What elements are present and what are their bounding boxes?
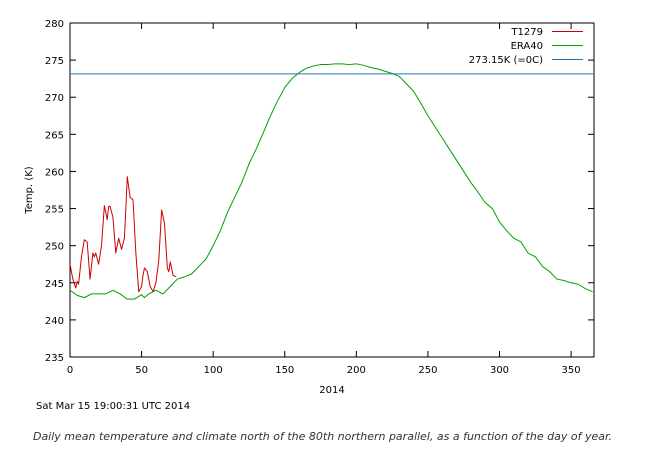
y-tick-label: 265 <box>45 130 64 141</box>
figure-caption: Daily mean temperature and climate north… <box>32 430 613 443</box>
y-axis-ticks: 235 240 245 250 255 260 265 270 275 280 <box>45 19 594 364</box>
y-tick-label: 240 <box>45 316 64 327</box>
x-tick-label: 350 <box>562 365 581 376</box>
x-tick-label: 50 <box>135 365 148 376</box>
series-line-era40 <box>69 63 593 300</box>
x-tick-label: 200 <box>347 365 366 376</box>
y-tick-label: 235 <box>45 353 64 364</box>
series-line-t1279 <box>69 176 177 293</box>
y-tick-label: 245 <box>45 279 64 290</box>
legend-label: 273.15K (=0C) <box>469 55 543 66</box>
y-tick-label: 260 <box>45 167 64 178</box>
x-axis-ticks: 0 50 100 150 200 250 300 350 <box>67 23 581 376</box>
y-tick-label: 255 <box>45 205 64 216</box>
y-axis-label: Temp. (K) <box>24 166 35 214</box>
temperature-chart: 235 240 245 250 255 260 265 270 275 280 0 50 100 150… <box>24 19 595 412</box>
x-tick-label: 300 <box>490 365 509 376</box>
series-layer <box>69 63 594 300</box>
y-tick-label: 250 <box>45 242 64 253</box>
y-tick-label: 280 <box>45 19 64 30</box>
x-tick-label: 0 <box>67 365 73 376</box>
x-tick-label: 250 <box>418 365 437 376</box>
y-tick-label: 275 <box>45 56 64 67</box>
legend: T1279 ERA40 273.15K (=0C) <box>469 27 583 66</box>
y-tick-label: 270 <box>45 93 64 104</box>
timestamp-annotation: Sat Mar 15 19:00:31 UTC 2014 <box>36 401 190 412</box>
legend-label: ERA40 <box>511 41 543 52</box>
legend-label: T1279 <box>510 27 543 38</box>
x-axis-label: 2014 <box>319 385 344 396</box>
x-tick-label: 100 <box>204 365 223 376</box>
plot-frame <box>69 22 595 358</box>
x-tick-label: 150 <box>275 365 294 376</box>
